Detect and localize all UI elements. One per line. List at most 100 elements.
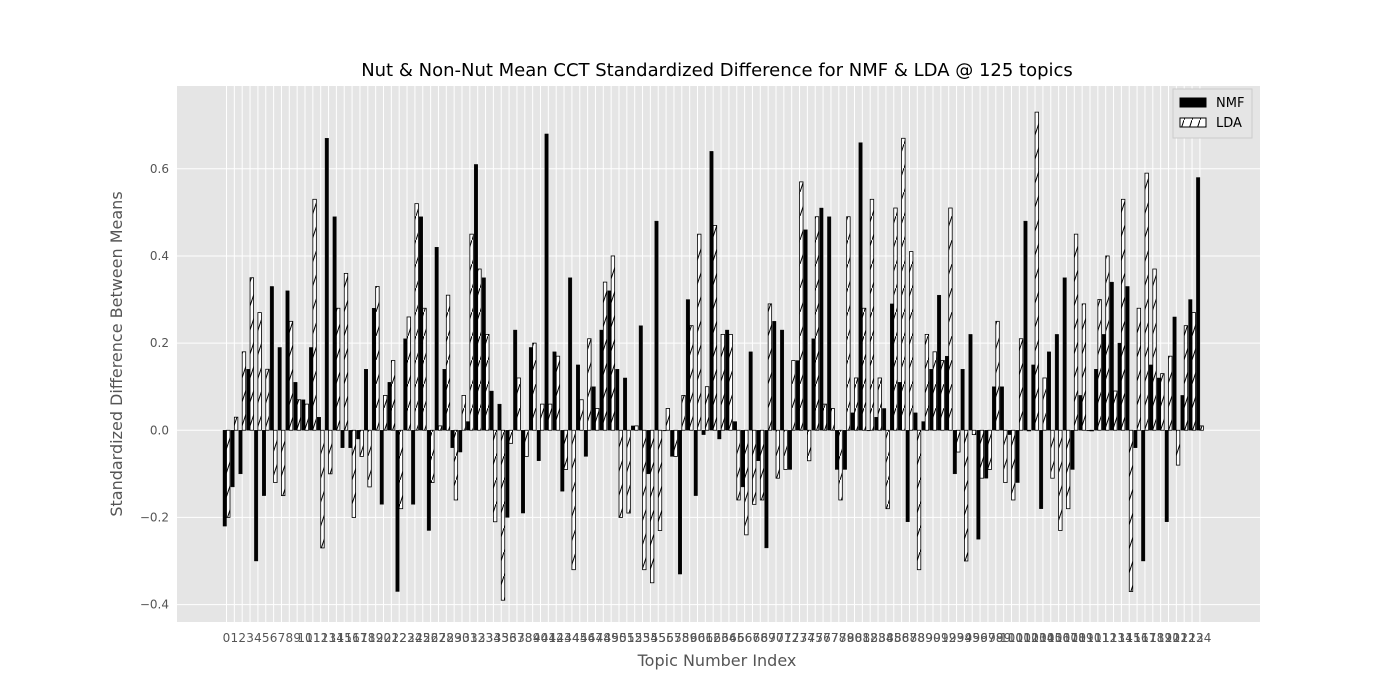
bar-nmf <box>568 277 573 431</box>
bar-lda <box>532 342 537 431</box>
bar-lda <box>1089 429 1094 432</box>
bar-lda <box>469 233 474 431</box>
bar-nmf <box>866 430 871 432</box>
bar-lda <box>971 429 977 436</box>
bar-nmf <box>874 416 879 431</box>
bar-lda <box>1105 255 1110 431</box>
bar-nmf <box>937 294 942 431</box>
bar-lda <box>964 429 969 562</box>
bar-nmf <box>1070 430 1075 470</box>
x-tick-label: 65 <box>729 631 744 645</box>
bar-nmf <box>262 430 266 496</box>
bar-nmf <box>882 408 887 431</box>
x-tick-label: 91 <box>933 631 948 645</box>
bar-lda <box>838 429 843 501</box>
bar-lda <box>697 233 702 431</box>
bar-nmf <box>1007 430 1012 435</box>
bar-lda <box>901 137 906 431</box>
bar-lda <box>445 294 451 431</box>
y-tick-label: −0.2 <box>140 510 169 524</box>
bar-nmf <box>387 382 392 431</box>
bar-lda <box>924 333 930 431</box>
x-tick-label: 47 <box>588 631 603 645</box>
bar-nmf <box>740 430 745 488</box>
bar-nmf <box>364 369 368 431</box>
bar-lda <box>940 360 945 431</box>
bar-nmf <box>466 421 471 431</box>
bar-lda <box>343 272 349 431</box>
x-tick-label: 81 <box>855 631 870 645</box>
bar-lda <box>453 429 459 501</box>
bar-lda <box>312 198 317 431</box>
x-tick-label: 117 <box>1133 631 1156 645</box>
bar-nmf <box>293 382 298 431</box>
bar-lda <box>383 394 388 431</box>
bar-lda <box>775 429 780 479</box>
bar-lda <box>492 429 498 523</box>
bar-nmf <box>897 382 902 431</box>
bar-nmf <box>733 421 737 431</box>
bar-nmf <box>1047 351 1051 431</box>
x-tick-label: 9 <box>293 631 301 645</box>
bar-nmf <box>481 277 486 431</box>
bar-lda <box>822 403 827 431</box>
bar-nmf <box>269 286 274 431</box>
bar-nmf <box>780 329 785 431</box>
bar-lda <box>673 429 678 457</box>
x-tick-label: 27 <box>431 631 446 645</box>
x-tick-label: 1 <box>231 631 239 645</box>
x-tick-label: 115 <box>1118 631 1141 645</box>
bar-lda <box>587 338 592 431</box>
x-tick-label: 58 <box>674 631 689 645</box>
x-tick-label: 0 <box>223 631 231 645</box>
bar-lda <box>281 429 286 497</box>
bar-nmf <box>324 138 329 431</box>
x-tick-label: 82 <box>863 631 878 645</box>
bar-nmf <box>819 207 824 431</box>
bar-nmf <box>474 164 478 431</box>
x-tick-label: 110 <box>1079 631 1102 645</box>
x-tick-label: 39 <box>525 631 540 645</box>
x-tick-label: 77 <box>823 631 838 645</box>
bar-lda <box>579 399 584 431</box>
x-tick-label: 75 <box>808 631 823 645</box>
x-tick-label: 88 <box>910 631 925 645</box>
bar-lda <box>390 360 396 431</box>
x-tick-label: 11 <box>305 631 320 645</box>
bar-lda <box>650 429 655 584</box>
x-tick-label: 68 <box>753 631 768 645</box>
x-tick-label: 102 <box>1016 631 1039 645</box>
bar-lda <box>508 429 514 444</box>
bar-lda <box>1136 307 1141 431</box>
bar-lda <box>642 429 647 571</box>
x-tick-label: 57 <box>666 631 681 645</box>
bar-lda <box>814 216 820 431</box>
x-tick-label: 111 <box>1086 631 1109 645</box>
x-tick-label: 15 <box>337 631 352 645</box>
bar-lda <box>728 333 733 431</box>
x-tick-label: 37 <box>509 631 524 645</box>
x-tick-label: 114 <box>1110 631 1133 645</box>
bar-nmf <box>1117 342 1122 431</box>
bar-lda <box>987 429 992 470</box>
bar-nmf <box>1023 220 1028 431</box>
x-tick-label: 116 <box>1126 631 1149 645</box>
x-tick-label: 62 <box>706 631 721 645</box>
x-tick-label: 94 <box>957 631 972 645</box>
bar-lda <box>720 333 725 431</box>
x-tick-label: 28 <box>439 631 454 645</box>
bar-lda <box>877 377 882 431</box>
x-tick-label: 19 <box>368 631 383 645</box>
bar-lda <box>1003 429 1008 483</box>
bar-lda <box>563 429 568 470</box>
bar-nmf <box>1156 377 1161 431</box>
x-tick-label: 78 <box>831 631 846 645</box>
bar-lda <box>367 429 372 488</box>
bar-lda <box>869 198 875 431</box>
bar-nmf <box>788 430 792 470</box>
bar-lda <box>1128 429 1134 592</box>
bar-nmf <box>764 430 769 549</box>
legend-label-nmf: NMF <box>1216 96 1244 111</box>
bar-lda <box>555 355 561 431</box>
x-tick-label: 50 <box>611 631 626 645</box>
